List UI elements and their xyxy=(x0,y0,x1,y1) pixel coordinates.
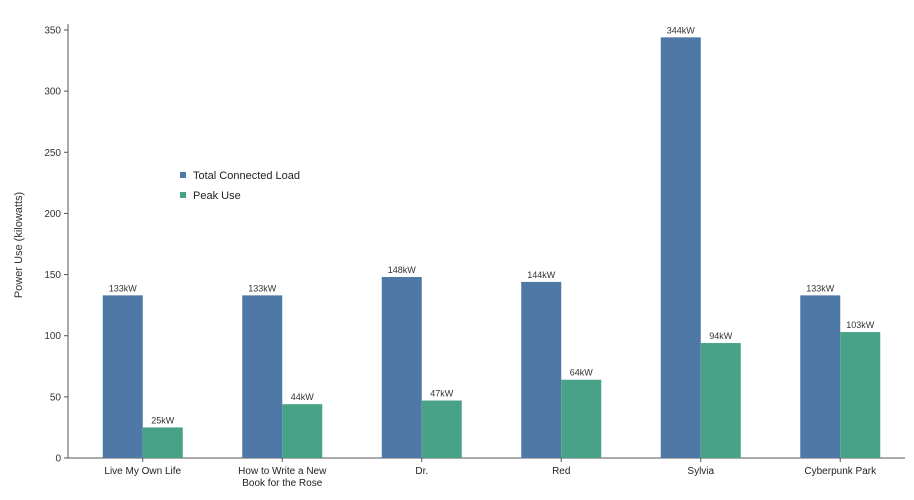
y-axis-label: Power Use (kilowatts) xyxy=(13,192,25,298)
data-label: 64kW xyxy=(570,368,594,378)
y-tick-label: 300 xyxy=(44,87,61,98)
bar xyxy=(102,295,143,458)
data-label: 25kW xyxy=(151,415,175,425)
legend: Total Connected Load Peak Use xyxy=(180,170,300,202)
data-labels: 133kW 25kW 133kW 44kW 148kW 47kW 144kW 64kW 344k… xyxy=(109,25,875,425)
y-tick-label: 100 xyxy=(44,331,61,342)
data-label: 94kW xyxy=(709,331,733,341)
bar xyxy=(561,379,602,458)
y-tick-label: 350 xyxy=(44,26,61,37)
x-tick-label: Cyberpunk Park xyxy=(804,466,877,477)
x-tick-label: Red xyxy=(552,466,570,477)
bar xyxy=(282,404,323,458)
data-label: 47kW xyxy=(430,389,454,399)
bar xyxy=(800,295,841,458)
bar xyxy=(700,343,741,458)
bar xyxy=(660,37,701,458)
bar xyxy=(421,400,462,458)
data-label: 148kW xyxy=(388,265,417,275)
x-tick-label: Dr. xyxy=(415,466,428,477)
data-label: 133kW xyxy=(248,283,277,293)
bar xyxy=(521,281,562,458)
y-tick-label: 0 xyxy=(55,454,61,465)
data-label: 144kW xyxy=(527,270,556,280)
data-label: 103kW xyxy=(846,320,875,330)
x-tick-label: How to Write a New Book for the Rose xyxy=(238,466,327,489)
data-label: 44kW xyxy=(291,392,315,402)
y-tick-label: 150 xyxy=(44,270,61,281)
data-label: 133kW xyxy=(109,283,138,293)
legend-swatch xyxy=(180,172,186,178)
data-label: 344kW xyxy=(667,25,696,35)
y-tick-label: 250 xyxy=(44,148,61,159)
bars xyxy=(102,37,881,458)
legend-swatch xyxy=(180,192,186,198)
bar xyxy=(381,277,422,458)
y-tick-label: 200 xyxy=(44,209,61,220)
data-label: 133kW xyxy=(806,283,835,293)
legend-label: Peak Use xyxy=(193,190,241,202)
bar xyxy=(840,332,881,458)
bar xyxy=(142,427,183,458)
y-tick-label: 50 xyxy=(50,392,62,403)
legend-label: Total Connected Load xyxy=(193,170,300,182)
x-tick-label: Live My Own Life xyxy=(104,466,181,477)
x-tick-label: Sylvia xyxy=(687,466,714,477)
bar xyxy=(242,295,283,458)
axes: 0 50 100 150 200 250 300 350 Live My Own Life How… xyxy=(44,24,905,489)
